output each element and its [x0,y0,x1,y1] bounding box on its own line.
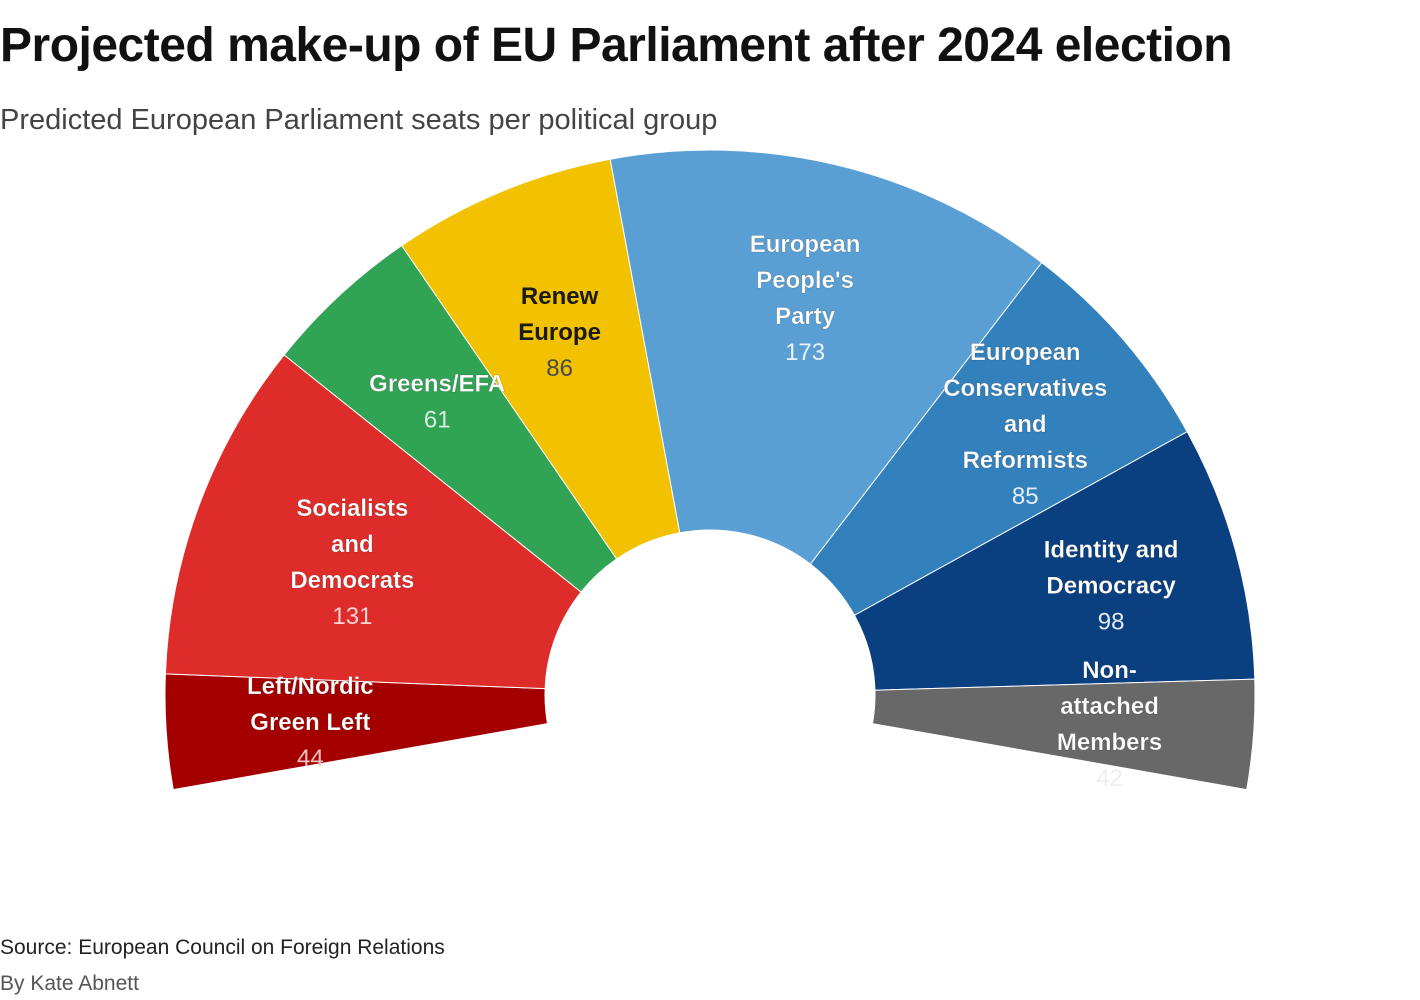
segment-label-group: European Conservatives and Reformists 85 [943,339,1108,510]
segment-label: Renew [521,283,599,310]
segment-value: 131 [332,603,372,630]
segment-label-group: Non-attached Members 42 [1057,657,1163,792]
segment-label: Non- [1082,657,1137,684]
segment-label: Left/Nordic [247,673,374,700]
segment-label: Party [775,303,836,330]
source-note: Source: European Council on Foreign Rela… [0,936,445,959]
segment-label: European [970,339,1081,366]
segment-value: 61 [424,407,451,434]
segment-label: Green Left [250,709,370,736]
segment-label: Europe [518,319,601,346]
segment-identity-and-democracy [853,431,1256,691]
byline: By Kate Abnett [0,972,139,995]
segment-label: Members [1057,729,1162,756]
segment-european-conservatives-and-reformists [809,261,1188,616]
segment-label: Democracy [1046,572,1176,599]
segment-value: 85 [1012,483,1039,510]
segment-label: Reformists [963,447,1088,474]
segment-label: Conservatives [943,375,1107,402]
segment-value: 42 [1096,765,1123,792]
segment-label-group: Socialists and Democrats 131 [290,495,415,630]
segment-value: 98 [1098,608,1125,635]
segment-value: 44 [297,745,324,772]
segment-label: and [331,531,374,558]
segment-value: 86 [546,355,573,382]
segment-label: People's [756,267,854,294]
segment-label: Greens/EFA [369,371,505,398]
segment-label-group: Left/Nordic Green Left 44 [247,673,374,772]
segment-label-group: Greens/EFA 61 [369,370,506,434]
segment-label-group: Renew Europe 86 [518,283,601,382]
segment-label: Identity and [1044,536,1179,563]
segment-non-attached-members [871,678,1256,791]
segment-label: and [1004,411,1047,438]
chart-subtitle: Predicted European Parliament seats per … [0,104,718,136]
segment-label-group: European People's Party 173 [749,231,861,366]
segment-label-group: Identity and Democracy 98 [1043,536,1179,635]
segment-label: Democrats [290,567,414,594]
segment-renew-europe [401,158,681,560]
segment-european-people-s-party [609,149,1043,565]
segment-label: attached [1060,693,1159,720]
chart-title: Projected make-up of EU Parliament after… [0,19,1233,72]
segment-label: Socialists [296,495,408,522]
segment-value: 173 [785,339,825,366]
segment-socialists-and-democrats [164,354,582,690]
segment-label: European [750,231,861,258]
